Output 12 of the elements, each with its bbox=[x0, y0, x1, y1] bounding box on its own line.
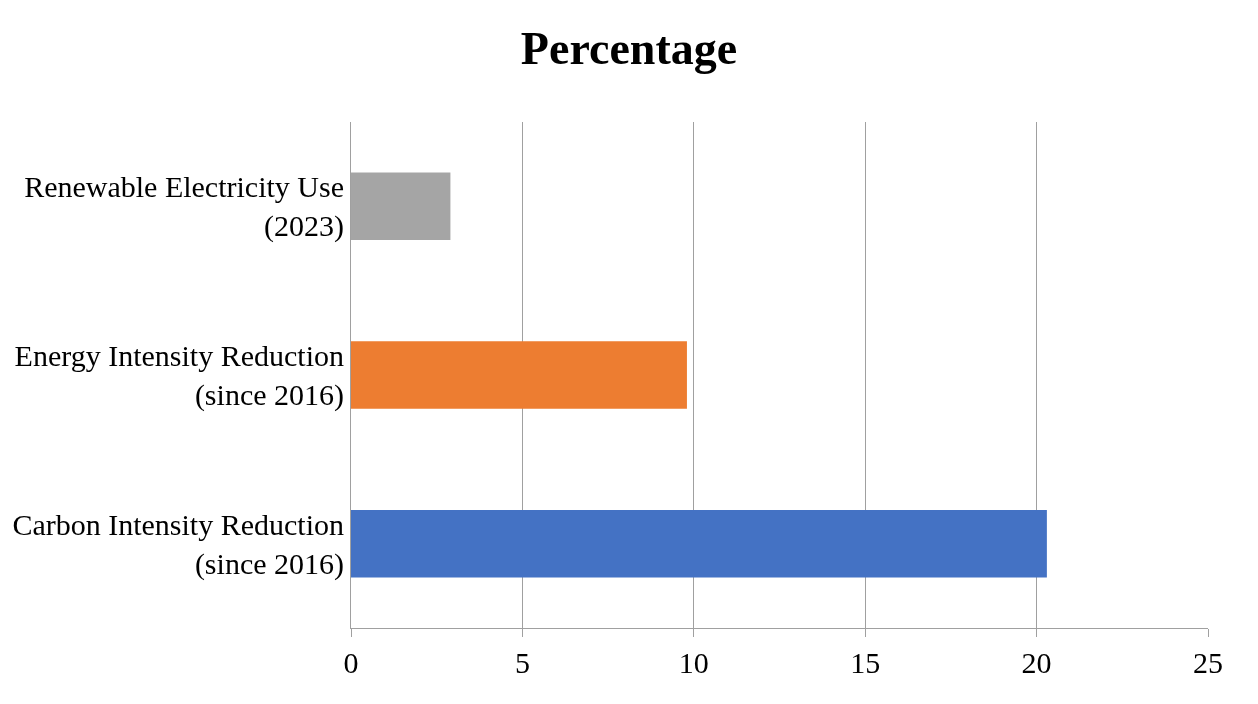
x-tick-label: 25 bbox=[1193, 646, 1223, 679]
y-tick-label: Carbon Intensity Reduction (since 2016) bbox=[12, 507, 344, 581]
bar bbox=[351, 509, 1047, 578]
x-tick-label: 10 bbox=[678, 646, 709, 679]
x-tick-label: 15 bbox=[850, 646, 881, 679]
chart-title: Percentage bbox=[520, 22, 738, 74]
x-tick-label: 0 bbox=[343, 646, 359, 679]
bar bbox=[351, 341, 687, 409]
x-tick-label: 20 bbox=[1021, 646, 1052, 679]
x-tick-label: 5 bbox=[514, 646, 530, 679]
y-tick-label: Energy Intensity Reduction (since 2016) bbox=[14, 339, 344, 412]
y-tick-label: Renewable Electricity Use (2023) bbox=[24, 170, 344, 244]
